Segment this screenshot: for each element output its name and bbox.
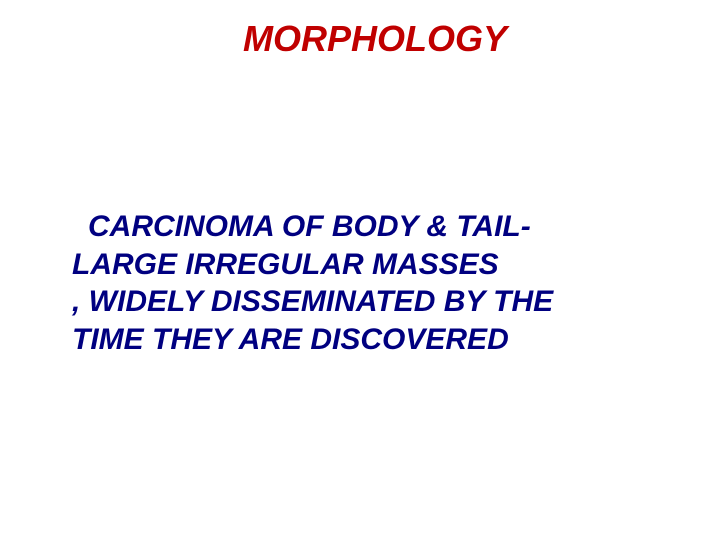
slide-body: CARCINOMA OF BODY & TAIL- LARGE IRREGULA… xyxy=(72,208,672,358)
body-line-4: TIME THEY ARE DISCOVERED xyxy=(72,321,672,359)
body-line-1: CARCINOMA OF BODY & TAIL- xyxy=(72,208,672,246)
body-line-2: LARGE IRREGULAR MASSES xyxy=(72,246,672,284)
body-line-3: , WIDELY DISSEMINATED BY THE xyxy=(72,283,672,321)
slide-title: MORPHOLOGY xyxy=(0,18,720,60)
